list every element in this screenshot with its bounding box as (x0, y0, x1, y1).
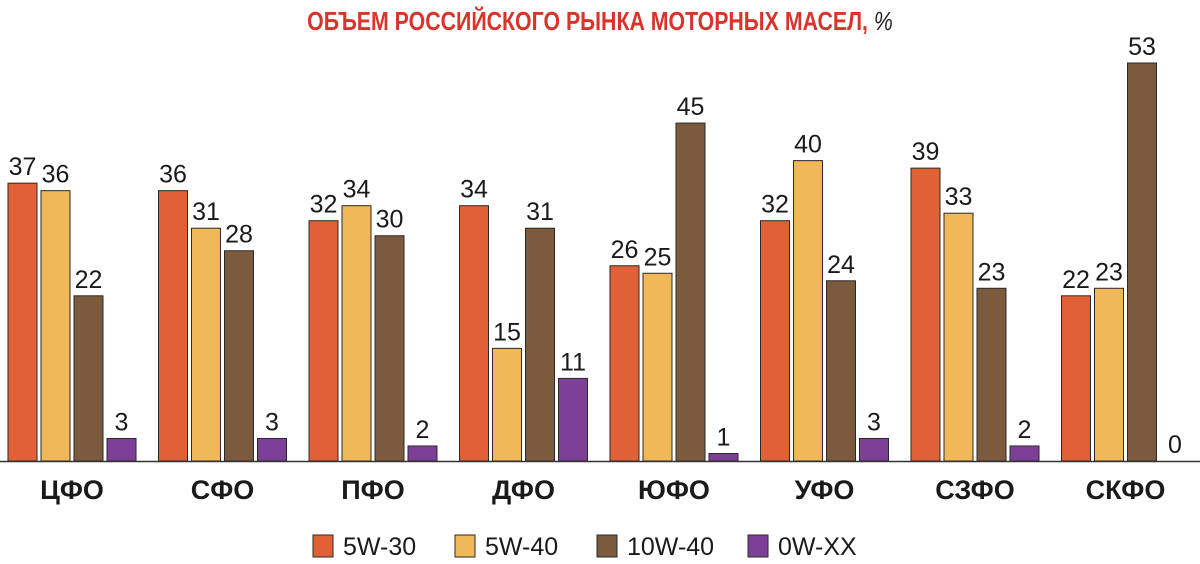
bars-layer (7, 62, 1157, 462)
bar-СЗФО-5W-30 (910, 167, 941, 462)
bar-УФО-5W-40 (793, 160, 823, 462)
bar-СФО-5W-40 (191, 227, 221, 462)
value-label: 36 (42, 161, 70, 189)
bar-ДФО-5W-40 (492, 347, 522, 462)
value-label: 2 (1018, 416, 1032, 444)
category-label: СКФО (1086, 475, 1166, 505)
legend-item-0W-XX: 0W-XX (747, 533, 857, 561)
value-label: 3 (867, 408, 881, 436)
category-label: ПФО (341, 475, 404, 505)
chart-title-text: ОБЪЕМ РОССИЙСКОГО РЫНКА МОТОРНЫХ МАСЕЛ, (307, 6, 868, 36)
category-label: СФО (191, 475, 255, 505)
value-label: 15 (493, 318, 521, 346)
value-label: 37 (9, 153, 37, 181)
value-label: 39 (912, 138, 940, 166)
value-label: 23 (978, 258, 1006, 286)
value-label: 30 (376, 206, 404, 234)
value-label: 33 (945, 183, 973, 211)
legend-label: 5W-30 (343, 533, 416, 561)
legend-item-5W-40: 5W-40 (454, 533, 558, 561)
category-label: ДФО (492, 475, 555, 505)
bar-ЦФО-0W-XX (106, 437, 137, 462)
legend-item-5W-30: 5W-30 (312, 533, 416, 561)
value-label: 3 (265, 408, 279, 436)
bar-ПФО-5W-40 (341, 205, 372, 462)
bar-СКФО-5W-40 (1094, 287, 1124, 462)
legend: 5W-30 5W-40 10W-40 0W-XX (312, 533, 857, 561)
bar-ДФО-0W-XX (558, 377, 588, 462)
legend-label: 0W-XX (778, 533, 857, 561)
bar-УФО-10W-40 (826, 280, 856, 462)
value-label: 25 (644, 243, 672, 271)
bar-ПФО-5W-30 (308, 220, 339, 462)
value-label: 40 (794, 131, 822, 159)
value-label: 34 (343, 176, 371, 204)
bar-УФО-0W-XX (859, 437, 889, 462)
bar-СЗФО-5W-40 (943, 212, 974, 462)
value-label: 26 (611, 236, 639, 264)
value-label: 32 (310, 191, 338, 219)
value-label: 0 (1168, 431, 1182, 459)
bar-СФО-10W-40 (224, 250, 254, 462)
bar-ДФО-10W-40 (525, 227, 555, 462)
value-label: 53 (1128, 33, 1156, 61)
bar-ЮФО-10W-40 (675, 122, 706, 462)
value-label: 11 (560, 348, 586, 376)
bar-СФО-5W-30 (158, 190, 188, 462)
value-label: 28 (225, 221, 253, 249)
bar-СКФО-5W-30 (1061, 295, 1091, 462)
bar-ПФО-10W-40 (374, 235, 405, 462)
value-label: 32 (761, 191, 789, 219)
bar-ЮФО-0W-XX (708, 452, 739, 462)
bar-СКФО-10W-40 (1127, 62, 1157, 462)
bar-СЗФО-10W-40 (976, 287, 1007, 462)
bar-СФО-0W-XX (257, 437, 287, 462)
category-label: УФО (795, 475, 855, 505)
legend-swatch (454, 534, 476, 558)
legend-item-10W-40: 10W-40 (596, 533, 714, 561)
value-label: 2 (416, 416, 430, 444)
value-label: 34 (460, 176, 488, 204)
bar-УФО-5W-30 (760, 220, 790, 462)
value-label: 23 (1095, 258, 1123, 286)
bar-СЗФО-0W-XX (1009, 445, 1040, 462)
bar-ЦФО-5W-40 (40, 190, 71, 462)
legend-label: 5W-40 (485, 533, 558, 561)
legend-swatch (747, 534, 769, 558)
value-label: 45 (677, 93, 705, 121)
chart-title-unit: % (873, 6, 893, 36)
legend-label: 10W-40 (627, 533, 714, 561)
value-label: 22 (75, 266, 103, 294)
value-label: 31 (526, 198, 554, 226)
value-label: 36 (159, 161, 187, 189)
legend-swatch (596, 534, 618, 558)
bar-ЦФО-10W-40 (73, 295, 104, 462)
value-label: 1 (717, 423, 731, 451)
labels-layer: 37 36223ЦФО3631283СФО3234302ПФО34153111ДФ… (9, 33, 1182, 505)
bar-ЮФО-5W-40 (642, 272, 673, 462)
bar-ЦФО-5W-30 (7, 182, 38, 462)
category-label: СЗФО (935, 475, 1014, 505)
bar-ДФО-5W-30 (459, 205, 489, 462)
value-label: 22 (1062, 266, 1090, 294)
category-label: ЦФО (40, 475, 104, 505)
category-label: ЮФО (638, 475, 710, 505)
value-label: 24 (827, 251, 855, 279)
legend-swatch (312, 534, 334, 558)
bar-ЮФО-5W-30 (609, 265, 640, 462)
value-label: 3 (115, 408, 129, 436)
value-label: 31 (192, 198, 220, 226)
bar-ПФО-0W-XX (407, 445, 438, 462)
chart-title: ОБЪЕМ РОССИЙСКОГО РЫНКА МОТОРНЫХ МАСЕЛ, … (108, 6, 1092, 37)
